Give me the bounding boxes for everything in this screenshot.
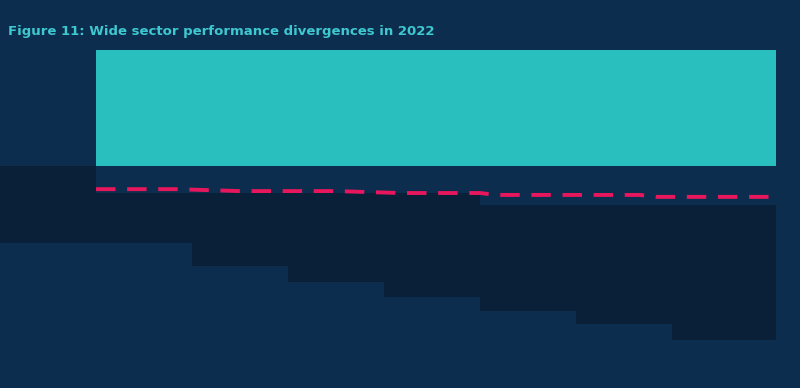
Bar xyxy=(96,50,776,166)
Bar xyxy=(384,193,480,297)
Bar xyxy=(288,193,384,282)
Bar xyxy=(192,193,288,266)
Bar xyxy=(96,193,192,243)
Text: Figure 11: Wide sector performance divergences in 2022: Figure 11: Wide sector performance diver… xyxy=(8,25,434,38)
Bar xyxy=(0,166,96,243)
Bar xyxy=(576,204,672,324)
Bar xyxy=(480,204,576,311)
Bar xyxy=(672,204,776,340)
